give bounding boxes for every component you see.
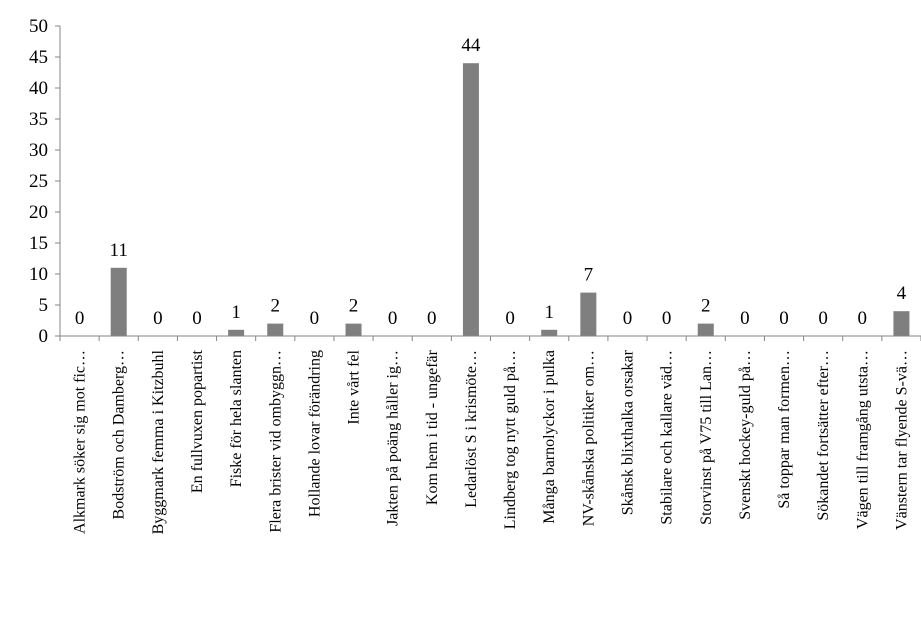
category-label: Skånsk blixthalka orsakar — [619, 349, 636, 515]
category-label: Kom hem i tid - ungefär — [424, 349, 441, 505]
category-label: Byggmark femma i Kitzbuhl — [150, 349, 167, 534]
data-label: 7 — [584, 265, 594, 286]
data-label: 44 — [461, 35, 481, 56]
data-label: 0 — [505, 308, 515, 329]
category-label: Många barnolyckor i pulka — [541, 350, 558, 524]
y-tick-label: 30 — [29, 140, 48, 161]
y-tick-label: 10 — [29, 264, 48, 285]
category-label: Flera brister vid ombyggn… — [267, 350, 284, 533]
bar — [541, 329, 558, 336]
category-label: En fullvuxen popartist — [189, 349, 206, 493]
category-label: Vägen till framgång utsta… — [854, 350, 871, 529]
category-label: Bodström och Damberg… — [111, 350, 128, 519]
data-label: 1 — [231, 302, 241, 323]
bar — [697, 323, 714, 336]
bars — [110, 63, 910, 336]
data-label: 2 — [271, 296, 281, 317]
bar — [228, 329, 245, 336]
bar — [580, 292, 597, 336]
y-tick-label: 15 — [29, 233, 48, 254]
data-label: 4 — [897, 283, 907, 304]
bar — [110, 267, 127, 336]
category-label: Fiske för hela slanten — [228, 350, 245, 487]
category-label: Stabilare och kallare väd… — [659, 350, 676, 525]
y-tick-label: 20 — [29, 202, 48, 223]
bar — [345, 323, 362, 336]
x-axis: Alkmark söker sig mot fic… Bodström och D… — [59, 335, 921, 534]
data-label: 0 — [192, 308, 202, 329]
category-label: Storvinst på V75 till Lan… — [698, 350, 715, 525]
data-label: 0 — [310, 308, 320, 329]
data-label: 0 — [388, 308, 398, 329]
category-label: Så toppar man formen… — [776, 350, 793, 509]
data-label: 11 — [110, 240, 128, 261]
data-label: 2 — [349, 296, 359, 317]
data-label: 0 — [858, 308, 868, 329]
data-label: 2 — [701, 296, 711, 317]
category-label: NV-skånska politiker om… — [580, 350, 597, 526]
y-tick-label: 25 — [29, 171, 48, 192]
y-tick-label: 5 — [39, 295, 49, 316]
y-tick-label: 45 — [29, 47, 48, 68]
data-label: 0 — [779, 308, 789, 329]
y-tick-label: 40 — [29, 78, 48, 99]
bar — [893, 311, 910, 336]
data-label: 0 — [427, 308, 437, 329]
y-tick-label: 50 — [29, 16, 48, 37]
data-label: 0 — [153, 308, 163, 329]
data-labels: 0 11 0 0 1 2 0 2 0 0 44 0 1 7 0 0 2 0 0 0 0 4 — [75, 35, 907, 329]
category-label: Vänstern tar flyende S-vä… — [893, 350, 910, 530]
data-label: 0 — [740, 308, 750, 329]
category-label: Inte vårt fel — [346, 349, 363, 424]
bar — [462, 63, 479, 336]
y-tick-label: 35 — [29, 109, 48, 130]
category-label: Sökandet fortsätter efter… — [815, 350, 832, 521]
category-label: Hollande lovar förändring — [306, 350, 323, 517]
category-label: Jakten på poäng håller ig… — [385, 350, 402, 526]
category-label: Alkmark söker sig mot fic… — [72, 350, 89, 534]
y-axis: 0 5 10 15 20 25 30 35 40 45 50 — [29, 16, 61, 347]
data-label: 0 — [75, 308, 85, 329]
category-label: Lindberg tog nytt guld på… — [502, 350, 519, 529]
category-label: Ledarlöst S i krismöte… — [463, 350, 480, 508]
data-label: 1 — [544, 302, 554, 323]
bar — [267, 323, 284, 336]
data-label: 0 — [662, 308, 672, 329]
category-label: Svenskt hockey-guld på… — [737, 350, 754, 520]
y-tick-label: 0 — [39, 326, 49, 347]
data-label: 0 — [623, 308, 633, 329]
data-label: 0 — [818, 308, 828, 329]
